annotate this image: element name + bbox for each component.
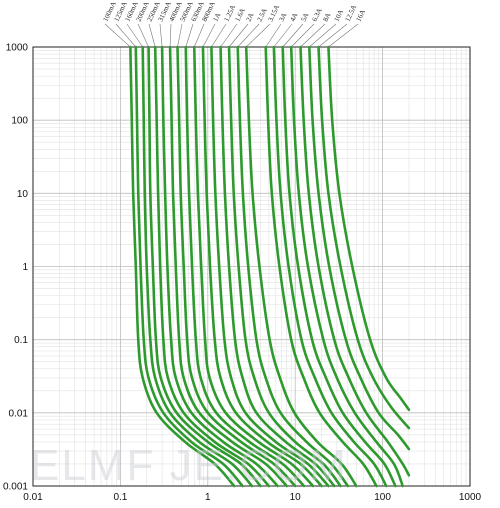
rating-label-5a: 5A	[300, 12, 311, 23]
fuse-curve-125ma	[134, 45, 244, 488]
fuse-curve-2a	[227, 45, 342, 488]
fuse-curve-315ma	[160, 45, 279, 488]
fuse-curve-250ma	[153, 45, 271, 488]
rating-leader-line	[148, 23, 156, 48]
rating-leader-line	[220, 23, 238, 48]
rating-label-4a: 4A	[289, 12, 300, 23]
x-tick-label: 1000	[459, 492, 482, 503]
fuse-curve-10a	[308, 45, 411, 451]
rating-leader-line	[211, 23, 227, 48]
rating-leader-line	[318, 23, 348, 48]
rating-leader-line	[185, 23, 194, 48]
rating-label-2a: 2A	[245, 12, 256, 23]
x-tick-label: 10	[290, 492, 302, 503]
fuse-curve-1-25a	[210, 45, 330, 488]
fuse-curve-6-3a	[289, 45, 405, 488]
fuse-curve-200ma	[147, 45, 262, 488]
rating-leader-line	[245, 23, 271, 48]
fuse-curve-1a	[201, 45, 323, 488]
rating-leader-line	[104, 23, 131, 48]
rating-leader-line	[193, 23, 205, 48]
fuse-curve-500ma	[176, 45, 297, 488]
fuse-curve-100ma	[129, 45, 236, 488]
rating-leader-line	[115, 23, 137, 48]
fuse-curve-160ma	[141, 45, 254, 488]
y-tick-label: 1000	[6, 43, 29, 54]
x-tick-label: 0.01	[23, 492, 43, 503]
rating-leader-line	[177, 23, 183, 48]
y-axis-tick-labels: 1000 100 10 1 0.1 0.01 0.001	[3, 43, 28, 493]
fuse-curve-630ma	[184, 45, 306, 488]
rating-label-1a: 1A	[212, 12, 223, 23]
y-tick-label: 0.1	[14, 335, 28, 346]
rating-leader-line	[126, 23, 143, 48]
rating-leader-line	[290, 23, 315, 48]
rating-leader-line	[265, 23, 282, 48]
y-tick-label: 0.01	[9, 408, 29, 419]
rating-leader-line	[228, 23, 249, 48]
fuse-curve-3a	[264, 45, 378, 488]
rating-leader-line	[300, 23, 326, 48]
fuse-curve-800ma	[192, 45, 315, 488]
x-tick-label: 1	[205, 492, 211, 503]
x-tick-label: 100	[374, 492, 391, 503]
rating-leader-line	[273, 23, 293, 48]
rating-label-8a: 8A	[322, 12, 333, 23]
rating-leader-line	[169, 23, 172, 48]
rating-label-3a: 3A	[278, 12, 289, 23]
rating-leader-line	[282, 23, 304, 48]
rating-leader-line	[309, 23, 337, 48]
fuse-curve-12-5a	[317, 45, 411, 430]
fuse-curve-3-15a	[244, 45, 358, 488]
rating-leader-line	[137, 23, 149, 48]
watermark-text: ELMF JE.COM	[30, 441, 348, 490]
fuse-curve-16a	[327, 45, 411, 412]
y-tick-label: 0.001	[3, 482, 28, 493]
fuse-curve-400ma	[168, 45, 289, 488]
y-tick-label: 100	[11, 116, 28, 127]
fuse-curve-2-5a	[236, 45, 350, 488]
fuse-curve-5a	[281, 45, 397, 488]
rating-leader-lines	[104, 23, 359, 48]
y-tick-label: 1	[22, 262, 28, 273]
y-tick-label: 10	[17, 189, 29, 200]
rating-leader-line	[328, 23, 359, 48]
rating-leader-line	[202, 23, 216, 48]
rating-leader-line	[237, 23, 260, 48]
fuse-curves	[129, 45, 411, 488]
fuse-curve-1-6a	[219, 45, 336, 488]
x-axis-tick-labels: 0.01 0.1 1 10 100 1000	[23, 492, 481, 503]
x-tick-label: 0.1	[113, 492, 127, 503]
fuse-curve-8a	[299, 45, 411, 477]
fuse-curve-4a	[272, 45, 388, 488]
rating-leader-line	[159, 23, 163, 48]
